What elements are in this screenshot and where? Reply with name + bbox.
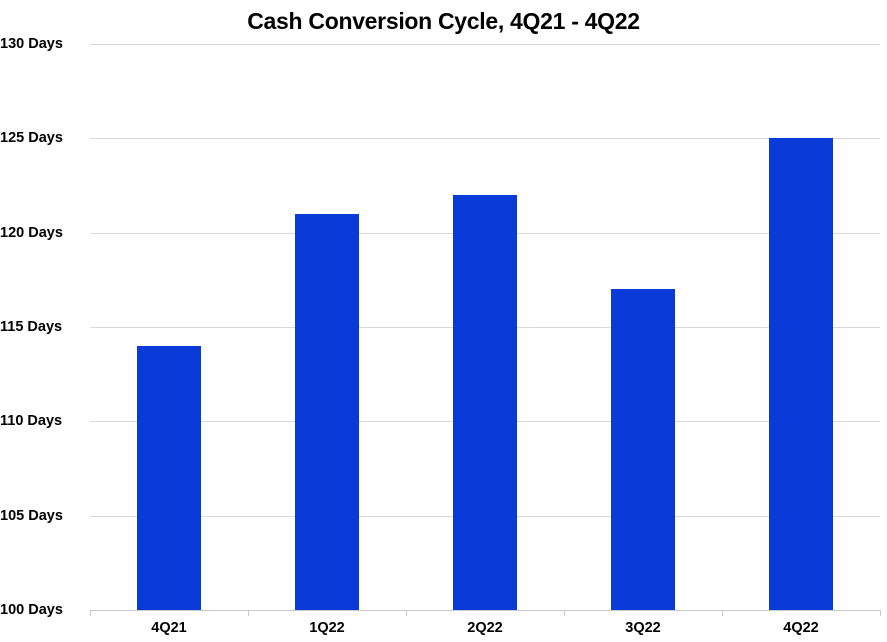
bar-4q22 bbox=[769, 138, 833, 610]
x-tick-label: 1Q22 bbox=[309, 620, 345, 636]
y-tick-label: 100 Days bbox=[0, 602, 63, 618]
y-tick-label: 125 Days bbox=[0, 130, 63, 147]
x-tick-mark bbox=[248, 610, 249, 616]
y-tick-label: 105 Days bbox=[0, 507, 63, 524]
x-tick-mark bbox=[722, 610, 723, 616]
y-tick-label: 115 Days bbox=[0, 319, 63, 335]
chart-title: Cash Conversion Cycle, 4Q21 - 4Q22 bbox=[247, 8, 640, 34]
x-tick-label: 4Q22 bbox=[783, 620, 819, 636]
x-tick-label: 4Q21 bbox=[151, 620, 187, 636]
plot-area bbox=[90, 44, 881, 616]
x-axis-line bbox=[90, 610, 880, 611]
x-tick-mark bbox=[880, 610, 881, 616]
bar-2q22 bbox=[453, 194, 517, 610]
y-tick-label: 120 Days bbox=[0, 224, 63, 241]
x-tick-mark bbox=[564, 610, 565, 616]
y-tick-label: 130 Days bbox=[0, 36, 63, 52]
gridline bbox=[90, 138, 880, 140]
bar-4q21 bbox=[137, 345, 201, 610]
x-tick-label: 2Q22 bbox=[467, 620, 503, 636]
y-tick-label: 110 Days bbox=[0, 413, 63, 430]
bar-3q22 bbox=[611, 289, 675, 610]
x-tick-mark bbox=[90, 610, 91, 616]
bar-1q22 bbox=[295, 213, 359, 610]
gridline bbox=[90, 44, 880, 45]
x-tick-mark bbox=[406, 610, 407, 616]
x-tick-label: 3Q22 bbox=[625, 620, 661, 636]
